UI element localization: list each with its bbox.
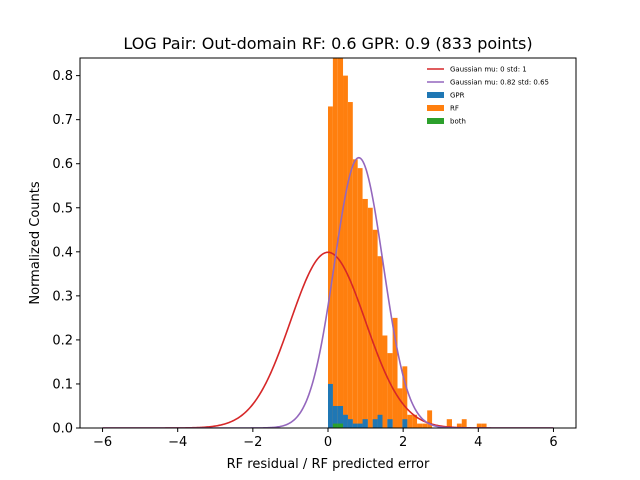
- bar-rf-11: [382, 335, 388, 428]
- legend-label: Gaussian mu: 0 std: 1: [450, 66, 527, 74]
- bar-rf-1: [332, 58, 338, 428]
- bar-gpr-2: [337, 405, 344, 428]
- legend-patch-swatch: [427, 105, 444, 111]
- bar-both-0: [332, 423, 338, 428]
- bar-rf-24: [476, 423, 482, 428]
- legend-patch-swatch: [427, 92, 444, 98]
- bar-rf-21: [446, 419, 452, 428]
- y-tick-label: 0.8: [52, 69, 73, 84]
- y-tick-label: 0.3: [52, 289, 73, 304]
- x-tick-label: −2: [243, 435, 262, 450]
- bar-rf-10: [377, 256, 383, 428]
- bar-gpr-6: [357, 423, 363, 428]
- x-axis: −6 −4 −2 0 2 4 6: [93, 428, 558, 450]
- bar-rf-15: [402, 366, 408, 428]
- x-tick-label: 0: [324, 435, 332, 450]
- legend: Gaussian mu: 0 std: 1 Gaussian mu: 0.82 s…: [427, 66, 549, 126]
- y-tick-label: 0.6: [52, 157, 73, 172]
- x-tick-label: 6: [549, 435, 557, 450]
- x-tick-label: −4: [168, 435, 187, 450]
- y-tick-label: 0.2: [52, 333, 73, 348]
- bar-gpr-7: [362, 419, 368, 428]
- bar-gpr-0: [328, 383, 333, 428]
- bar-rf-4: [347, 102, 353, 428]
- bar-rf-23: [461, 419, 467, 428]
- chart-title: LOG Pair: Out-domain RF: 0.6 GPR: 0.9 (8…: [123, 34, 532, 53]
- bar-rf-9: [372, 229, 378, 428]
- bar-rf-19: [422, 423, 428, 428]
- legend-label: GPR: [450, 92, 465, 100]
- legend-label: both: [450, 118, 466, 126]
- bar-rf-6: [357, 168, 363, 428]
- bar-rf-18: [417, 423, 423, 428]
- bar-rf-20: [427, 410, 433, 428]
- y-tick-label: 0.1: [52, 377, 73, 392]
- legend-label: RF: [450, 105, 459, 113]
- bar-rf-14: [397, 388, 403, 428]
- bar-rf-3: [343, 75, 348, 428]
- bar-rf-17: [412, 414, 418, 428]
- gaussian-curve-2: [102, 156, 554, 428]
- y-tick-label: 0.7: [52, 113, 73, 128]
- bar-rf-12: [387, 353, 393, 428]
- y-tick-label: 0.0: [52, 422, 73, 437]
- y-axis-label: Normalized Counts: [28, 181, 43, 304]
- bar-rf-7: [362, 198, 368, 428]
- bar-rf-16: [407, 414, 413, 428]
- x-axis-label: RF residual / RF predicted error: [227, 457, 430, 472]
- bar-rf-13: [392, 317, 398, 428]
- bar-rf-25: [481, 423, 487, 428]
- legend-label: Gaussian mu: 0.82 std: 0.65: [450, 79, 549, 87]
- bar-gpr-11: [402, 419, 408, 428]
- x-tick-label: 4: [474, 435, 482, 450]
- y-tick-label: 0.5: [52, 201, 73, 216]
- bar-both-1: [337, 423, 344, 428]
- bar-rf-22: [456, 423, 462, 428]
- bar-gpr-8: [372, 419, 378, 428]
- y-tick-label: 0.4: [52, 245, 73, 260]
- x-tick-label: −6: [93, 435, 112, 450]
- bar-gpr-5: [352, 423, 358, 428]
- bar-rf-0: [328, 106, 333, 428]
- bar-rf-2: [337, 58, 344, 428]
- plot-area: [102, 58, 554, 428]
- bar-gpr-3: [343, 414, 348, 428]
- x-tick-label: 2: [399, 435, 407, 450]
- bar-gpr-4: [347, 419, 353, 428]
- bar-gpr-10: [387, 419, 393, 428]
- legend-patch-swatch: [427, 118, 444, 124]
- bar-gpr-1: [332, 405, 338, 428]
- bar-gpr-9: [377, 414, 383, 428]
- y-axis: 0.0 0.1 0.2 0.3 0.4 0.5 0.6 0.7 0.8: [52, 69, 80, 437]
- bar-rf-8: [367, 207, 373, 428]
